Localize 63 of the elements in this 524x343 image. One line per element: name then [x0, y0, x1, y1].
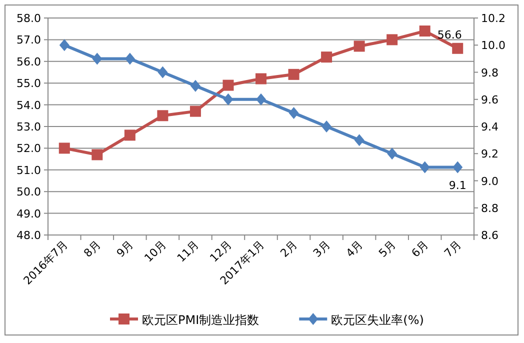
y-tick-label: 56.0	[16, 55, 41, 68]
x-tick-label: 7月	[442, 238, 464, 260]
x-tick-label: 12月	[207, 238, 234, 265]
point	[322, 120, 332, 132]
point	[354, 40, 365, 52]
y-tick-label: 51.0	[16, 164, 41, 177]
y-tick-label: 54.0	[16, 98, 41, 112]
y-tick-label: 52.0	[16, 142, 41, 156]
point	[452, 161, 463, 174]
point	[321, 52, 332, 63]
y2-tick-label: 8.8	[481, 202, 498, 215]
point	[256, 73, 266, 84]
point	[420, 161, 430, 174]
point	[222, 80, 234, 91]
point	[256, 93, 266, 106]
x-tick-label: 3月	[310, 238, 333, 260]
legend-item: 欧元区失业率(%)	[299, 313, 424, 327]
x-tick-label: 2月	[278, 238, 300, 260]
legend-label: 欧元区PMI制造业指数	[142, 313, 260, 327]
y-tick-label: 53.0	[16, 120, 41, 134]
y-tick-label: 55.0	[16, 77, 41, 90]
legend-item: 欧元区PMI制造业指数	[110, 313, 260, 327]
data-label: 9.1	[448, 179, 466, 192]
point	[190, 106, 201, 117]
y-tick-label: 48.0	[16, 229, 41, 242]
x-tick-label: 10月	[142, 238, 169, 265]
point	[92, 52, 102, 65]
y2-tick-label: 10.2	[481, 12, 506, 25]
x-tick-label: 6月	[409, 238, 431, 260]
point	[452, 42, 464, 54]
point	[288, 68, 300, 80]
x-tick-label: 8月	[81, 238, 104, 260]
y2-tick-label: 10.0	[481, 39, 506, 52]
x-tick-label: 4月	[344, 238, 366, 260]
point	[158, 66, 168, 78]
point	[59, 39, 70, 52]
y-tick-label: 58.0	[16, 12, 41, 25]
point	[386, 34, 398, 46]
data-label: 56.6	[437, 28, 462, 42]
point	[288, 106, 299, 119]
legend-label: 欧元区失业率(%)	[331, 313, 424, 327]
point	[419, 26, 430, 37]
y2-tick-label: 9.6	[481, 93, 498, 106]
point	[190, 80, 200, 92]
point	[387, 148, 398, 160]
y-tick-label: 50.0	[16, 186, 41, 199]
point	[124, 52, 135, 65]
point	[58, 142, 70, 154]
y-tick-label: 57.0	[16, 34, 41, 47]
point	[92, 149, 103, 160]
point	[223, 93, 234, 106]
point	[124, 130, 136, 141]
point	[157, 110, 168, 122]
y2-tick-label: 9.0	[481, 174, 498, 188]
x-tick-label: 9月	[114, 238, 136, 260]
y2-tick-label: 9.2	[481, 148, 498, 161]
y2-tick-label: 8.6	[481, 229, 498, 242]
x-tick-label: 5月	[376, 238, 398, 260]
y2-tick-label: 9.4	[481, 120, 498, 134]
y-tick-label: 49.0	[16, 207, 41, 220]
y2-tick-label: 9.8	[481, 66, 498, 80]
x-tick-label: 11月	[174, 238, 202, 265]
point	[354, 134, 364, 146]
